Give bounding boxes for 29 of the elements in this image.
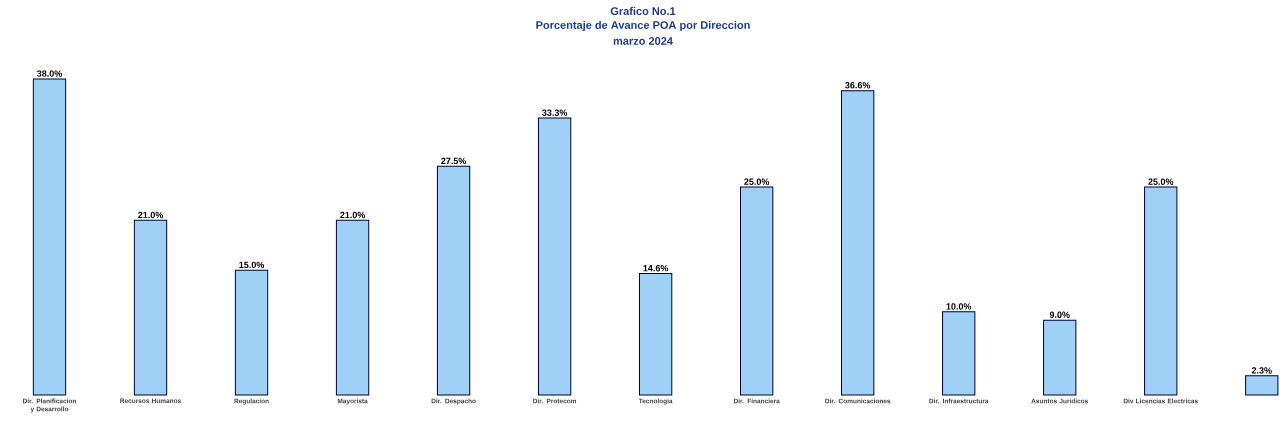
data-label: 14.6% — [643, 265, 669, 272]
bar — [1043, 319, 1077, 396]
bar — [436, 165, 471, 396]
bar — [234, 269, 269, 396]
bar — [537, 117, 572, 396]
bar — [841, 90, 875, 396]
bar — [638, 273, 673, 396]
data-label: 27.5% — [441, 157, 467, 165]
data-label: 21.0% — [138, 211, 164, 219]
bar — [942, 311, 976, 396]
data-label: 10.0% — [946, 303, 972, 310]
bar — [1144, 186, 1178, 396]
chart-title: Grafico No.1 — [610, 6, 676, 16]
bar — [133, 219, 168, 396]
bar — [1245, 375, 1279, 396]
data-label: 9.0% — [1049, 311, 1070, 318]
bar — [335, 219, 370, 396]
data-label: 38.0% — [36, 70, 63, 77]
chart-subtitle: Porcentaje de Avance POA por Direccion — [536, 20, 750, 32]
data-label: 2.3% — [1251, 367, 1272, 374]
data-label: 25.0% — [744, 178, 770, 185]
text: marzo 2024 — [613, 37, 673, 45]
data-label: 21.0% — [340, 211, 366, 219]
data-label: 33.3% — [542, 109, 568, 116]
data-label: 15.0% — [239, 261, 265, 269]
data-label: 25.0% — [1148, 178, 1174, 185]
data-label: 36.6% — [845, 82, 871, 89]
bar — [32, 78, 67, 396]
bar — [739, 186, 774, 396]
